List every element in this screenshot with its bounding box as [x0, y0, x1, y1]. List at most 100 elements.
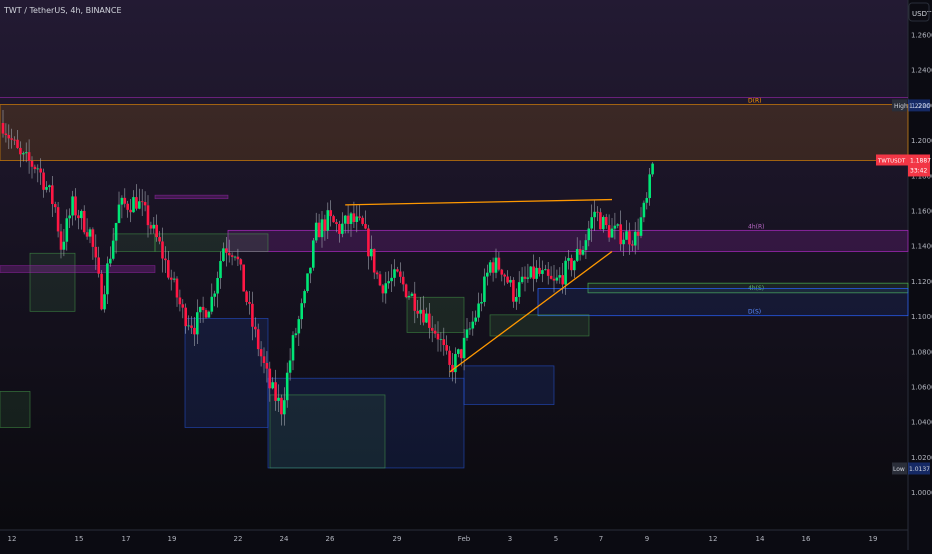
candle-body: [309, 267, 312, 274]
candle-body: [225, 248, 228, 253]
candle-body: [71, 196, 74, 216]
y-tick-label: 1.0000: [911, 489, 932, 497]
y-tick-label: 1.0600: [911, 384, 932, 392]
candle-body: [178, 297, 182, 305]
y-tick-label: 1.2600: [911, 32, 932, 40]
daily-support-label: D(S): [748, 309, 761, 316]
candle-body: [520, 276, 524, 283]
candle-body: [36, 168, 40, 170]
candle-body: [346, 215, 350, 224]
candle-body: [372, 248, 376, 273]
candle-body: [245, 291, 248, 303]
candle-body: [500, 269, 504, 275]
candle-body: [201, 306, 205, 311]
trendline[interactable]: [345, 198, 613, 206]
x-tick-label: 15: [75, 535, 84, 543]
candle-body: [407, 295, 411, 298]
x-tick-label: 14: [756, 535, 765, 543]
candle-body: [477, 303, 480, 318]
candle-body: [149, 225, 153, 229]
candle-body: [219, 261, 222, 279]
candle-body: [59, 231, 63, 250]
candle-body: [320, 219, 324, 238]
candle-body: [280, 397, 283, 415]
candle-body: [364, 223, 367, 229]
candle-body: [291, 335, 295, 361]
candle-body: [204, 310, 208, 318]
candle-body: [167, 260, 170, 278]
trendline[interactable]: [449, 250, 613, 373]
current-price-badge: [908, 154, 930, 177]
candle-body: [430, 327, 434, 331]
candle-body: [570, 258, 573, 271]
candle-body: [573, 260, 576, 271]
support-box: [154, 233, 269, 252]
high-label: High: [894, 103, 908, 110]
candle-body: [259, 349, 263, 357]
candle-body: [378, 274, 382, 286]
candle-body: [80, 210, 83, 219]
price-axis[interactable]: [908, 0, 932, 550]
candle-body: [88, 229, 92, 237]
candle-body: [120, 197, 124, 205]
candle-body: [393, 269, 396, 278]
candle-body: [465, 329, 469, 338]
candle-body: [91, 229, 95, 247]
candle-body: [236, 256, 240, 260]
y-tick-label: 1.2400: [911, 67, 932, 75]
high-label-badge: [892, 99, 907, 112]
candle-body: [19, 147, 22, 155]
candle-body: [358, 216, 361, 218]
candle-body: [622, 239, 625, 245]
candle-body: [341, 223, 344, 234]
candle-body: [39, 168, 42, 173]
candle-body: [648, 174, 651, 199]
chart-background: [0, 0, 908, 530]
candle-body: [190, 325, 193, 328]
candle-body: [544, 269, 547, 271]
candle-body: [184, 307, 187, 327]
candle-body: [604, 217, 608, 226]
candle-body: [306, 273, 309, 292]
candle-body: [567, 258, 570, 261]
y-tick-label: 1.1400: [911, 243, 932, 251]
low-label: Low: [893, 466, 905, 473]
candle-body: [271, 382, 274, 389]
candle-body: [593, 211, 596, 218]
candle-body: [77, 215, 80, 219]
candle-body: [172, 278, 176, 280]
candle-body: [390, 277, 393, 282]
candle-body: [474, 317, 477, 322]
candle-body: [193, 327, 196, 335]
x-tick-label: 16: [802, 535, 811, 543]
time-axis[interactable]: [0, 530, 908, 550]
candle-body: [254, 326, 257, 330]
candle-body: [526, 277, 530, 279]
candle-body: [462, 337, 466, 359]
candle-body: [642, 202, 646, 218]
demand-box: [463, 365, 555, 405]
candle-body: [312, 240, 315, 268]
support-box: [489, 314, 590, 337]
currency-button[interactable]: [908, 2, 930, 22]
h4-support-zone: [587, 282, 909, 294]
high-value: 1.2200: [909, 103, 930, 110]
candle-body: [248, 302, 251, 304]
candle-body: [454, 353, 457, 373]
candle-body: [538, 267, 541, 274]
candle-body: [387, 281, 390, 284]
candle-body: [100, 273, 103, 310]
daily-support-zone: [537, 288, 909, 317]
candle-body: [196, 312, 199, 335]
candle-body: [352, 213, 356, 222]
candle-body: [323, 219, 327, 231]
candle-body: [459, 349, 463, 359]
candle-body: [535, 267, 538, 279]
candle-body: [335, 222, 338, 225]
candle-body: [56, 207, 60, 232]
y-tick-label: 1.0800: [911, 348, 932, 356]
candle-body: [155, 224, 158, 238]
candle-body: [523, 276, 527, 279]
candle-body: [326, 210, 330, 231]
